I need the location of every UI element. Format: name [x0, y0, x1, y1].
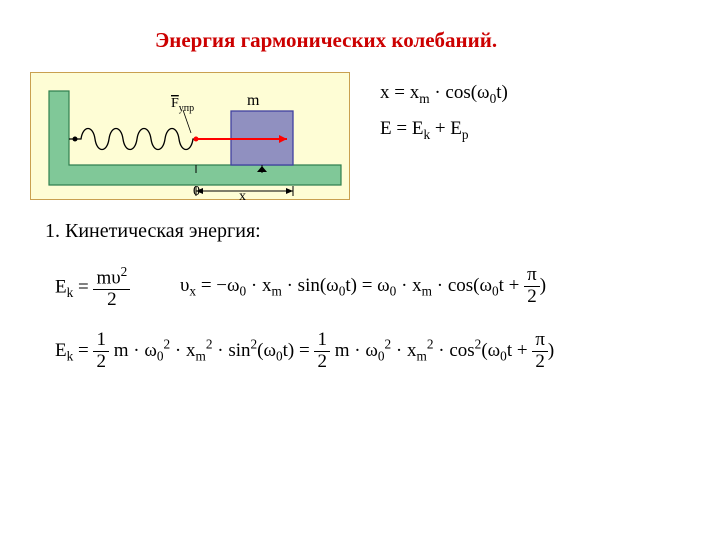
- section-subtitle: 1. Кинетическая энергия:: [45, 220, 261, 243]
- spring-mass-diagram: Fупр m 0 x: [30, 72, 350, 200]
- force-label: Fупр: [171, 96, 194, 114]
- mass-label: m: [247, 92, 260, 109]
- equation-energy-sum: E = Ek + Ep: [380, 118, 469, 143]
- diagram-svg: Fупр m 0 x: [31, 73, 351, 201]
- arrow-origin: [194, 137, 199, 142]
- spring-anchor-left: [73, 137, 78, 142]
- equation-ek-basic: Ek = mυ2 2: [55, 265, 130, 311]
- x-axis-label: x: [239, 189, 246, 201]
- page-title: Энергия гармонических колебаний.: [155, 28, 497, 53]
- equation-velocity: υx = −ω0 · xm · sin(ω0t) = ω0 · xm · cos…: [180, 265, 546, 308]
- equation-x: x = xm · cos(ω0t): [380, 82, 508, 107]
- equation-ek-expanded: Ek = 12 m · ω02 · xm2 · sin2(ω0t) = 12 m…: [55, 330, 554, 373]
